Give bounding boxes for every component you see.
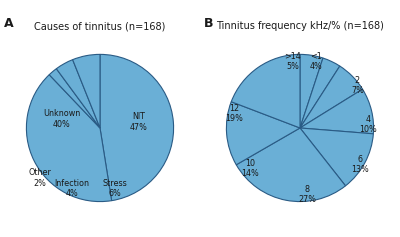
- Wedge shape: [231, 54, 300, 128]
- Wedge shape: [300, 66, 362, 128]
- Wedge shape: [226, 102, 300, 165]
- Wedge shape: [73, 54, 100, 128]
- Text: NIT
47%: NIT 47%: [129, 112, 147, 132]
- Text: B: B: [204, 17, 214, 30]
- Wedge shape: [300, 89, 374, 134]
- Wedge shape: [236, 128, 346, 202]
- Text: 12
19%: 12 19%: [225, 104, 243, 123]
- Text: Unknown
40%: Unknown 40%: [43, 109, 80, 129]
- Wedge shape: [300, 54, 323, 128]
- Text: >14
5%: >14 5%: [284, 52, 301, 71]
- Text: Infection
4%: Infection 4%: [54, 179, 90, 198]
- Text: Stress
6%: Stress 6%: [102, 179, 127, 198]
- Text: 4
10%: 4 10%: [359, 115, 376, 134]
- Wedge shape: [49, 69, 100, 128]
- Wedge shape: [300, 128, 373, 186]
- Text: 2
7%: 2 7%: [351, 76, 364, 95]
- Text: 10
14%: 10 14%: [241, 159, 259, 178]
- Wedge shape: [56, 60, 100, 128]
- Title: Causes of tinnitus (n=168): Causes of tinnitus (n=168): [34, 21, 166, 31]
- Wedge shape: [100, 54, 174, 201]
- Wedge shape: [300, 58, 340, 128]
- Text: 8
27%: 8 27%: [298, 185, 316, 204]
- Text: Other
2%: Other 2%: [28, 168, 51, 188]
- Text: <1
4%: <1 4%: [310, 52, 322, 71]
- Text: 6
13%: 6 13%: [352, 155, 369, 174]
- Title: Tinnitus frequency kHz/% (n=168): Tinnitus frequency kHz/% (n=168): [216, 21, 384, 31]
- Text: A: A: [4, 17, 14, 30]
- Wedge shape: [26, 75, 112, 202]
